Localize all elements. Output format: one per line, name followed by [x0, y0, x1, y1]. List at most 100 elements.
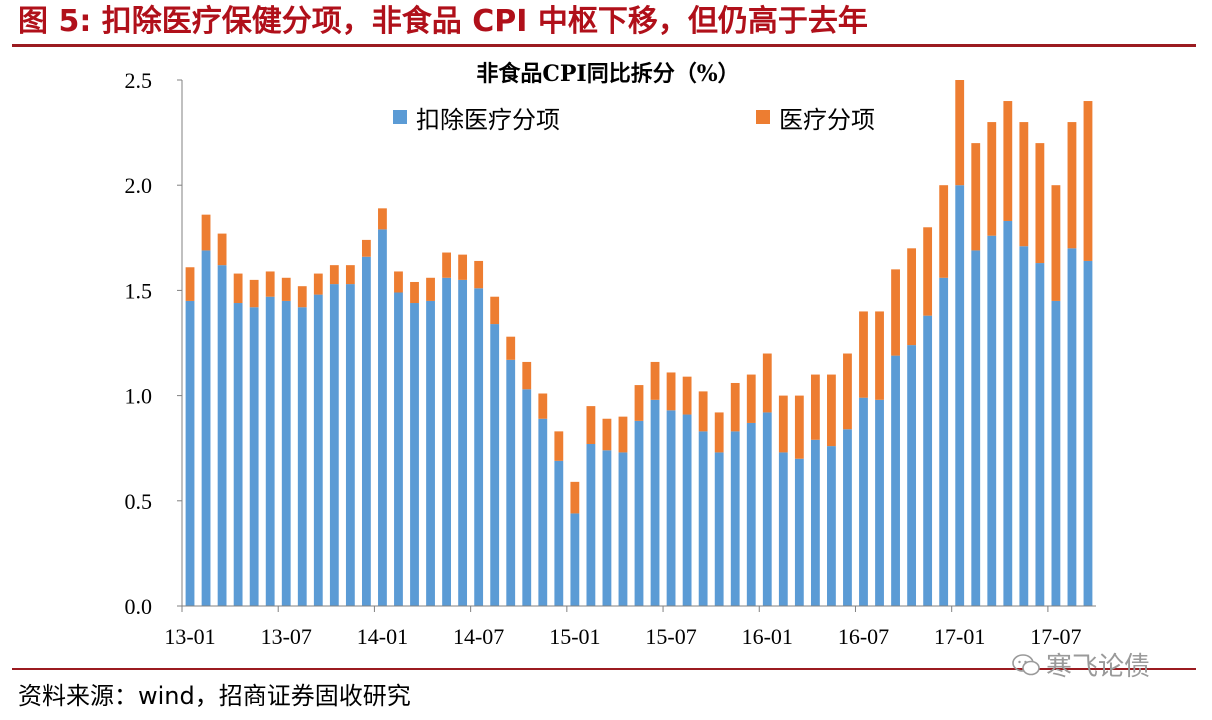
bar-ex-medical-2017-06	[1035, 263, 1045, 606]
x-tick-label: 14-07	[453, 624, 504, 649]
bar-medical-2013-07	[281, 277, 291, 301]
bar-ex-medical-2013-03	[217, 265, 227, 606]
x-tick-label: 15-07	[645, 624, 696, 649]
bar-ex-medical-2017-05	[1019, 246, 1029, 606]
bar-medical-2014-02	[394, 271, 403, 293]
bar-ex-medical-2017-08	[1067, 248, 1077, 606]
bar-ex-medical-2014-02	[394, 292, 403, 606]
bar-medical-2014-06	[458, 254, 468, 280]
top-rule	[12, 44, 1196, 47]
bar-medical-2013-05	[249, 279, 259, 308]
bar-medical-2017-06	[1035, 143, 1045, 264]
bar-medical-2015-05	[634, 385, 644, 421]
bar-ex-medical-2016-08	[875, 399, 884, 606]
bar-medical-2014-03	[410, 281, 419, 304]
bar-ex-medical-2016-05	[827, 446, 836, 606]
bar-medical-2014-04	[426, 277, 435, 301]
bar-medical-2013-02	[201, 214, 211, 251]
bar-ex-medical-2013-10	[329, 284, 339, 606]
bar-medical-2015-06	[650, 361, 660, 400]
x-axis: 13-01 13-07 14-01 14-07 15-01 15-07 16-01 16-07…	[164, 605, 1096, 649]
bar-ex-medical-2014-05	[442, 277, 451, 606]
bar-medical-2017-09	[1083, 101, 1093, 261]
bar-medical-2017-02	[971, 143, 981, 251]
bar-medical-2016-08	[875, 311, 884, 400]
bar-ex-medical-2013-09	[313, 294, 323, 606]
bar-medical-2015-10	[714, 412, 724, 453]
bar-ex-medical-2013-04	[233, 303, 243, 606]
bar-ex-medical-2014-09	[506, 359, 516, 606]
bar-medical-2014-07	[474, 260, 484, 289]
bar-medical-2017-05	[1019, 122, 1029, 247]
y-tick-label: 2.5	[125, 68, 153, 93]
bar-medical-2016-10	[907, 248, 917, 346]
bar-medical-2013-08	[297, 286, 307, 308]
bar-medical-2015-07	[666, 372, 676, 411]
y-tick-label: 1.0	[125, 384, 153, 409]
stacked-bar-chart: 非食品CPI同比拆分（%） 扣除医疗分项 医疗分项 0.0 0.5 1.0 1.5 2.…	[125, 61, 1096, 649]
bar-medical-2013-03	[217, 233, 227, 266]
bar-medical-2015-02	[586, 406, 596, 444]
bar-medical-2015-04	[618, 416, 628, 453]
bar-ex-medical-2017-03	[987, 235, 997, 606]
bar-medical-2013-01	[185, 267, 195, 301]
bar-medical-2015-11	[730, 382, 740, 432]
bar-ex-medical-2013-12	[361, 256, 371, 606]
legend-label-series-1: 医疗分项	[779, 106, 875, 134]
bar-medical-2013-06	[265, 271, 275, 297]
bar-ex-medical-2015-10	[714, 452, 724, 606]
legend-label-series-0: 扣除医疗分项	[416, 106, 560, 134]
bar-medical-2014-12	[554, 431, 564, 461]
bar-ex-medical-2015-06	[650, 399, 660, 606]
bar-medical-2016-12	[939, 185, 949, 278]
bar-ex-medical-2013-01	[185, 300, 195, 606]
bar-medical-2016-11	[923, 227, 933, 316]
watermark-text: 寒飞论债	[1046, 652, 1151, 682]
bar-ex-medical-2014-12	[554, 460, 564, 606]
bar-ex-medical-2013-02	[201, 250, 211, 607]
y-tick-label: 1.5	[125, 278, 153, 303]
legend: 扣除医疗分项 医疗分项	[393, 106, 875, 134]
bar-ex-medical-2015-12	[746, 422, 756, 606]
bar-ex-medical-2016-10	[907, 345, 917, 606]
x-tick-label: 13-07	[261, 624, 312, 649]
bottom-rule	[12, 668, 1196, 670]
legend-swatch-series-1	[756, 110, 770, 124]
bar-ex-medical-2015-05	[634, 420, 644, 606]
bar-ex-medical-2013-06	[265, 296, 275, 606]
bar-ex-medical-2015-09	[698, 431, 708, 606]
bar-ex-medical-2014-11	[538, 418, 548, 606]
bar-ex-medical-2016-01	[762, 412, 772, 606]
bar-medical-2016-02	[778, 395, 788, 453]
bar-ex-medical-2015-04	[618, 452, 628, 606]
bar-medical-2016-07	[859, 311, 868, 398]
bar-ex-medical-2017-07	[1051, 300, 1061, 606]
bar-medical-2014-05	[442, 252, 451, 278]
bar-medical-2015-08	[682, 376, 692, 415]
bar-ex-medical-2016-07	[859, 397, 868, 606]
bar-medical-2015-01	[570, 481, 580, 514]
bar-ex-medical-2013-08	[297, 307, 307, 606]
bar-medical-2016-04	[810, 374, 820, 440]
bar-ex-medical-2015-02	[586, 443, 596, 606]
chart-title: 非食品CPI同比拆分（%）	[476, 61, 739, 87]
bar-ex-medical-2013-11	[345, 284, 355, 606]
bar-ex-medical-2017-09	[1083, 260, 1093, 606]
bar-medical-2016-06	[843, 353, 852, 430]
bar-ex-medical-2016-04	[810, 439, 820, 606]
bar-ex-medical-2016-06	[843, 429, 852, 606]
bar-medical-2017-07	[1051, 185, 1061, 301]
bar-medical-2013-11	[345, 265, 355, 285]
bar-ex-medical-2014-03	[410, 303, 419, 606]
bar-medical-2013-04	[233, 273, 243, 304]
x-tick-label: 14-01	[357, 624, 408, 649]
bar-medical-2017-08	[1067, 122, 1077, 249]
bar-medical-2014-10	[522, 361, 532, 390]
bar-ex-medical-2014-06	[458, 279, 468, 606]
y-tick-label: 0.5	[125, 489, 153, 514]
bar-medical-2015-09	[698, 391, 708, 432]
source-note: 资料来源：wind，招商证券固收研究	[18, 682, 411, 710]
bar-ex-medical-2014-07	[474, 288, 484, 606]
bar-ex-medical-2016-12	[939, 277, 949, 606]
bar-ex-medical-2013-05	[249, 307, 259, 606]
